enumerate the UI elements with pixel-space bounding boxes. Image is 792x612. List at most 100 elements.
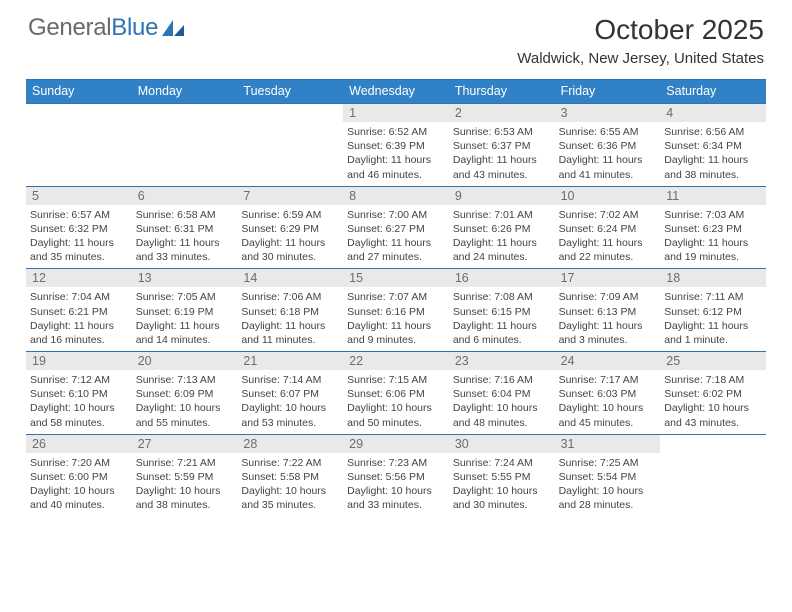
daylight-text-2: and 48 minutes.: [453, 416, 551, 430]
day-number: 13: [132, 269, 238, 287]
day-cell: Sunrise: 6:57 AMSunset: 6:32 PMDaylight:…: [26, 205, 132, 269]
day-number: 24: [555, 352, 661, 370]
daylight-text-2: and 33 minutes.: [136, 250, 234, 264]
daylight-text-2: and 55 minutes.: [136, 416, 234, 430]
daylight-text-1: Daylight: 10 hours: [453, 484, 551, 498]
month-title: October 2025: [517, 14, 764, 46]
calendar-body: 1234Sunrise: 6:52 AMSunset: 6:39 PMDayli…: [26, 103, 766, 516]
header: GeneralBlue October 2025 Waldwick, New J…: [0, 0, 792, 71]
daylight-text-2: and 19 minutes.: [664, 250, 762, 264]
day-cell: Sunrise: 7:02 AMSunset: 6:24 PMDaylight:…: [555, 205, 661, 269]
sunrise-text: Sunrise: 6:59 AM: [241, 208, 339, 222]
title-block: October 2025 Waldwick, New Jersey, Unite…: [517, 14, 764, 67]
sunset-text: Sunset: 6:32 PM: [30, 222, 128, 236]
day-header-sunday: Sunday: [26, 80, 132, 103]
daylight-text-1: Daylight: 10 hours: [136, 484, 234, 498]
sunrise-text: Sunrise: 7:05 AM: [136, 290, 234, 304]
daylight-text-2: and 45 minutes.: [559, 416, 657, 430]
daylight-text-2: and 38 minutes.: [136, 498, 234, 512]
daylight-text-1: Daylight: 11 hours: [664, 236, 762, 250]
day-cell: Sunrise: 7:04 AMSunset: 6:21 PMDaylight:…: [26, 287, 132, 351]
sunset-text: Sunset: 6:37 PM: [453, 139, 551, 153]
daylight-text-1: Daylight: 11 hours: [30, 319, 128, 333]
sunset-text: Sunset: 6:29 PM: [241, 222, 339, 236]
sunset-text: Sunset: 6:09 PM: [136, 387, 234, 401]
week-0-daynum-row: 1234: [26, 103, 766, 122]
sunrise-text: Sunrise: 7:23 AM: [347, 456, 445, 470]
sunset-text: Sunset: 5:54 PM: [559, 470, 657, 484]
day-cell: Sunrise: 6:59 AMSunset: 6:29 PMDaylight:…: [237, 205, 343, 269]
day-number: 14: [237, 269, 343, 287]
day-cell: Sunrise: 7:07 AMSunset: 6:16 PMDaylight:…: [343, 287, 449, 351]
sunset-text: Sunset: 6:06 PM: [347, 387, 445, 401]
daylight-text-1: Daylight: 11 hours: [136, 319, 234, 333]
daylight-text-1: Daylight: 10 hours: [30, 484, 128, 498]
day-number: 16: [449, 269, 555, 287]
week-1-info-row: Sunrise: 6:57 AMSunset: 6:32 PMDaylight:…: [26, 205, 766, 269]
day-cell: Sunrise: 7:15 AMSunset: 6:06 PMDaylight:…: [343, 370, 449, 434]
sunrise-text: Sunrise: 7:08 AM: [453, 290, 551, 304]
daylight-text-2: and 58 minutes.: [30, 416, 128, 430]
daylight-text-2: and 1 minute.: [664, 333, 762, 347]
week-4-info-row: Sunrise: 7:20 AMSunset: 6:00 PMDaylight:…: [26, 453, 766, 517]
sunrise-text: Sunrise: 7:00 AM: [347, 208, 445, 222]
logo-sail-icon: [160, 18, 186, 38]
daylight-text-1: Daylight: 10 hours: [664, 401, 762, 415]
day-cell: Sunrise: 7:08 AMSunset: 6:15 PMDaylight:…: [449, 287, 555, 351]
day-cell: Sunrise: 6:56 AMSunset: 6:34 PMDaylight:…: [660, 122, 766, 186]
day-cell: Sunrise: 6:53 AMSunset: 6:37 PMDaylight:…: [449, 122, 555, 186]
daylight-text-2: and 30 minutes.: [241, 250, 339, 264]
sunrise-text: Sunrise: 7:02 AM: [559, 208, 657, 222]
sunrise-text: Sunrise: 7:25 AM: [559, 456, 657, 470]
sunrise-text: Sunrise: 6:57 AM: [30, 208, 128, 222]
week-4-daynum-row: 262728293031: [26, 434, 766, 453]
sunrise-text: Sunrise: 7:21 AM: [136, 456, 234, 470]
day-cell: Sunrise: 6:58 AMSunset: 6:31 PMDaylight:…: [132, 205, 238, 269]
daylight-text-1: Daylight: 11 hours: [347, 319, 445, 333]
week-3-info-row: Sunrise: 7:12 AMSunset: 6:10 PMDaylight:…: [26, 370, 766, 434]
day-cell: Sunrise: 7:11 AMSunset: 6:12 PMDaylight:…: [660, 287, 766, 351]
daylight-text-2: and 33 minutes.: [347, 498, 445, 512]
location-text: Waldwick, New Jersey, United States: [517, 50, 764, 67]
day-cell: Sunrise: 7:16 AMSunset: 6:04 PMDaylight:…: [449, 370, 555, 434]
daylight-text-1: Daylight: 11 hours: [559, 319, 657, 333]
week-3-daynum-row: 19202122232425: [26, 351, 766, 370]
daylight-text-1: Daylight: 11 hours: [136, 236, 234, 250]
day-header-thursday: Thursday: [449, 80, 555, 103]
day-cell: Sunrise: 7:23 AMSunset: 5:56 PMDaylight:…: [343, 453, 449, 517]
daylight-text-2: and 46 minutes.: [347, 168, 445, 182]
sunrise-text: Sunrise: 6:58 AM: [136, 208, 234, 222]
day-number: [660, 435, 766, 453]
daylight-text-2: and 50 minutes.: [347, 416, 445, 430]
sunrise-text: Sunrise: 7:01 AM: [453, 208, 551, 222]
day-cell: Sunrise: 7:20 AMSunset: 6:00 PMDaylight:…: [26, 453, 132, 517]
sunset-text: Sunset: 6:16 PM: [347, 305, 445, 319]
daylight-text-1: Daylight: 10 hours: [241, 484, 339, 498]
logo: GeneralBlue: [28, 14, 186, 42]
sunset-text: Sunset: 6:24 PM: [559, 222, 657, 236]
daylight-text-1: Daylight: 11 hours: [241, 319, 339, 333]
sunrise-text: Sunrise: 7:16 AM: [453, 373, 551, 387]
day-header-row: SundayMondayTuesdayWednesdayThursdayFrid…: [26, 80, 766, 103]
daylight-text-2: and 24 minutes.: [453, 250, 551, 264]
daylight-text-2: and 22 minutes.: [559, 250, 657, 264]
day-number: 4: [660, 104, 766, 122]
day-header-tuesday: Tuesday: [237, 80, 343, 103]
daylight-text-2: and 53 minutes.: [241, 416, 339, 430]
day-number: 31: [555, 435, 661, 453]
sunrise-text: Sunrise: 7:06 AM: [241, 290, 339, 304]
day-cell: [26, 122, 132, 186]
sunset-text: Sunset: 6:36 PM: [559, 139, 657, 153]
day-number: 17: [555, 269, 661, 287]
daylight-text-1: Daylight: 10 hours: [347, 484, 445, 498]
day-number: 6: [132, 187, 238, 205]
logo-text-blue: Blue: [111, 14, 158, 42]
day-cell: Sunrise: 7:25 AMSunset: 5:54 PMDaylight:…: [555, 453, 661, 517]
sunrise-text: Sunrise: 6:56 AM: [664, 125, 762, 139]
sunset-text: Sunset: 6:34 PM: [664, 139, 762, 153]
daylight-text-1: Daylight: 11 hours: [30, 236, 128, 250]
day-number: 28: [237, 435, 343, 453]
day-number: 2: [449, 104, 555, 122]
day-cell: Sunrise: 7:03 AMSunset: 6:23 PMDaylight:…: [660, 205, 766, 269]
logo-text-general: General: [28, 14, 111, 42]
